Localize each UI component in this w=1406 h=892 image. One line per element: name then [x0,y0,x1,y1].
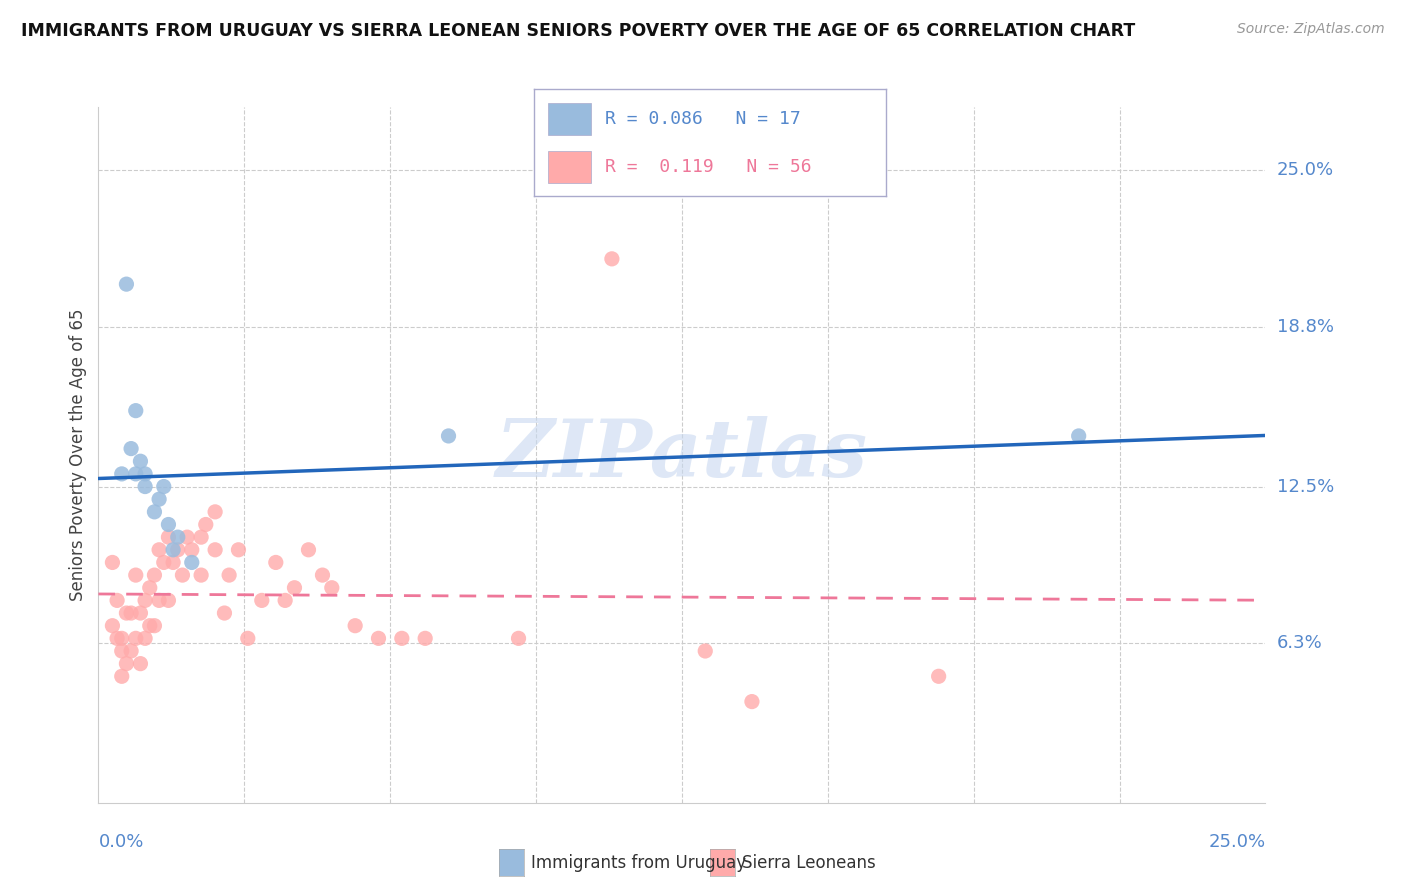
Point [367,632,389,646]
Point [321,581,343,595]
Text: 6.3%: 6.3% [1277,634,1322,652]
Point [194,517,217,532]
Point [162,556,184,570]
Point [157,530,180,544]
Point [134,632,156,646]
Point [204,505,226,519]
Point [111,644,134,658]
Point [148,542,170,557]
Point [139,581,162,595]
Text: R =  0.119   N = 56: R = 0.119 N = 56 [605,159,811,177]
Point [437,429,460,443]
Point [143,618,166,632]
Text: 0.0%: 0.0% [98,833,143,851]
Point [111,632,134,646]
Point [283,581,305,595]
Point [134,479,156,493]
Point [236,632,259,646]
Point [311,568,333,582]
Point [172,568,194,582]
Point [134,467,156,481]
Text: R = 0.086   N = 17: R = 0.086 N = 17 [605,111,800,128]
Point [148,492,170,507]
Point [143,568,166,582]
Point [105,593,128,607]
Point [115,606,138,620]
Text: 12.5%: 12.5% [1277,477,1334,496]
Point [297,542,319,557]
Point [190,530,212,544]
Point [695,644,717,658]
Point [152,479,174,493]
Point [105,632,128,646]
Text: 18.8%: 18.8% [1277,318,1333,336]
Point [928,669,950,683]
Point [344,618,367,632]
Point [214,606,236,620]
Point [180,542,202,557]
Point [162,542,184,557]
Point [139,618,162,632]
Point [413,632,436,646]
Point [101,618,124,632]
Text: ZIPatlas: ZIPatlas [496,417,868,493]
Point [600,252,623,266]
Text: 25.0%: 25.0% [1208,833,1265,851]
Point [129,657,152,671]
Point [180,556,202,570]
Point [148,593,170,607]
Point [157,593,180,607]
Point [143,505,166,519]
Point [120,644,142,658]
Point [125,568,148,582]
Point [125,632,148,646]
Point [120,606,142,620]
Point [264,556,287,570]
Text: Sierra Leoneans: Sierra Leoneans [742,854,876,871]
Point [166,530,188,544]
Point [125,403,148,417]
Text: IMMIGRANTS FROM URUGUAY VS SIERRA LEONEAN SENIORS POVERTY OVER THE AGE OF 65 COR: IMMIGRANTS FROM URUGUAY VS SIERRA LEONEA… [21,22,1135,40]
Point [101,556,124,570]
Point [115,277,138,292]
Point [134,593,156,607]
Point [125,467,148,481]
Point [166,542,188,557]
Point [129,606,152,620]
Point [152,556,174,570]
Point [129,454,152,468]
Y-axis label: Seniors Poverty Over the Age of 65: Seniors Poverty Over the Age of 65 [69,309,87,601]
Point [1067,429,1090,443]
Text: 25.0%: 25.0% [1277,161,1334,179]
Point [111,669,134,683]
Point [508,632,530,646]
Point [190,568,212,582]
Text: Immigrants from Uruguay: Immigrants from Uruguay [531,854,747,871]
Point [176,530,198,544]
Point [274,593,297,607]
Point [120,442,142,456]
Text: Source: ZipAtlas.com: Source: ZipAtlas.com [1237,22,1385,37]
Point [391,632,413,646]
Point [111,467,134,481]
FancyBboxPatch shape [548,103,591,136]
Point [250,593,273,607]
FancyBboxPatch shape [548,152,591,184]
Point [218,568,240,582]
Point [115,657,138,671]
Point [741,695,763,709]
Point [228,542,250,557]
Point [157,517,180,532]
Point [204,542,226,557]
